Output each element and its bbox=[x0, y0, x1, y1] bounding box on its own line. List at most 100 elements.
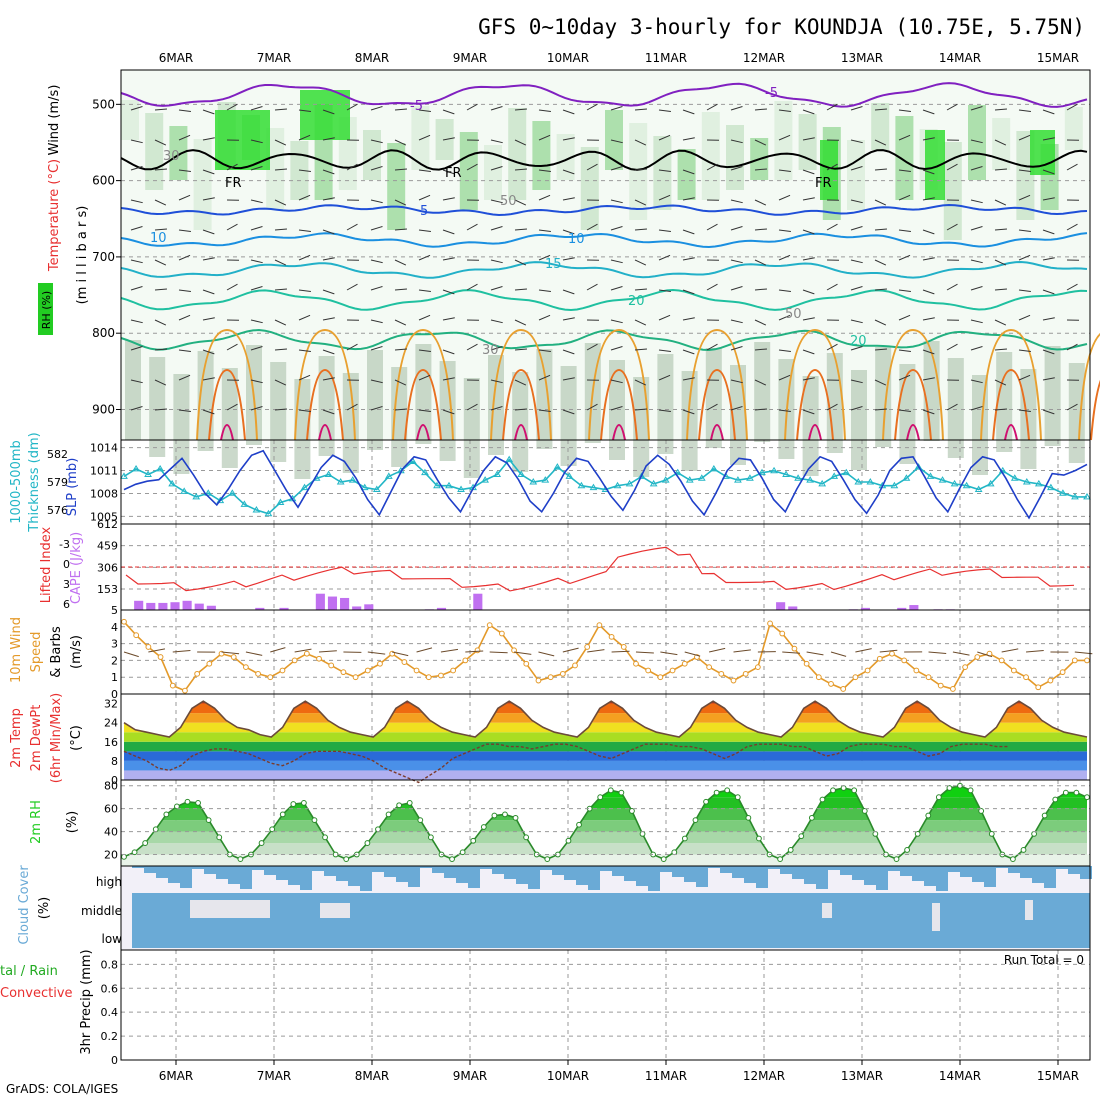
rh-band bbox=[124, 820, 1087, 832]
wind-barb bbox=[802, 197, 815, 201]
temp-tick-label: 0 bbox=[111, 774, 118, 787]
wind-barb bbox=[154, 408, 167, 411]
rh-line-point bbox=[872, 830, 879, 837]
contour-label: 10 bbox=[568, 232, 585, 247]
rh-shade-high bbox=[925, 130, 945, 200]
wind-barb bbox=[298, 169, 311, 172]
rh-line-point bbox=[385, 811, 392, 818]
wind-barb bbox=[850, 106, 863, 111]
wind-barb bbox=[298, 194, 311, 201]
rh-band bbox=[124, 843, 1087, 855]
wind-barb bbox=[1042, 169, 1055, 175]
rh-shade-low bbox=[705, 348, 722, 448]
wind-barb bbox=[1066, 163, 1078, 171]
wind-barb bbox=[658, 289, 671, 292]
wind-barb bbox=[394, 259, 407, 266]
temp-contour-35 bbox=[710, 424, 724, 441]
wind-barb bbox=[658, 374, 671, 381]
temp-contour-35 bbox=[220, 424, 234, 441]
temp-contour-25 bbox=[392, 328, 454, 441]
wind-barb bbox=[154, 139, 167, 146]
wind-barb bbox=[370, 226, 383, 231]
cloud-high-block bbox=[732, 866, 744, 878]
thickness-line-point bbox=[1083, 492, 1091, 500]
wind-barb bbox=[154, 168, 167, 171]
wind-barb bbox=[682, 317, 695, 321]
cape-tick-label: 612 bbox=[97, 518, 118, 531]
wind-barb bbox=[802, 257, 815, 261]
chart-title: GFS 0~10day 3-hourly for KOUNDJA (10.75E… bbox=[478, 15, 1085, 39]
wind-speed-line-point bbox=[584, 644, 591, 650]
rh-line-point bbox=[692, 817, 699, 824]
wind-barb bbox=[730, 319, 743, 324]
wind-barb bbox=[274, 288, 287, 291]
wind-barb bbox=[778, 374, 791, 381]
wind-barb bbox=[1042, 257, 1055, 261]
rh-line-point bbox=[734, 794, 741, 801]
wind-barb bbox=[874, 288, 887, 291]
rh-line-point bbox=[152, 826, 159, 833]
cloud-high-block bbox=[432, 866, 444, 873]
wind-barb bbox=[850, 379, 863, 384]
wind-speed-line-point bbox=[1059, 669, 1066, 676]
cloud-high-block bbox=[888, 866, 900, 871]
bottom-date-label: 7MAR bbox=[257, 1069, 292, 1083]
temp-legend: Temperature (°C) bbox=[47, 159, 62, 272]
wind-barb bbox=[658, 314, 671, 321]
thickness-line-point bbox=[433, 481, 441, 489]
wind-speed-line-point bbox=[754, 664, 761, 671]
slp-tick-label: 1008 bbox=[90, 487, 118, 500]
thickness-tick-label: 576 bbox=[47, 504, 68, 517]
wind-barb bbox=[370, 259, 383, 264]
wind-barb bbox=[658, 169, 671, 172]
cloud-high-block bbox=[876, 866, 888, 890]
surface-wind-barb bbox=[514, 651, 532, 655]
wind-barb bbox=[178, 194, 191, 201]
cloud-high-block bbox=[972, 866, 984, 882]
wind-barb bbox=[730, 139, 743, 144]
surface-wind-barb bbox=[392, 651, 409, 657]
thickness-line-point bbox=[697, 474, 706, 481]
temp-contour-35 bbox=[514, 424, 528, 441]
wind-barb bbox=[1042, 197, 1055, 201]
cloud-high-block bbox=[948, 866, 960, 872]
rh-shade-low bbox=[754, 342, 771, 442]
wind-barb bbox=[682, 349, 695, 355]
cape-bar bbox=[473, 593, 483, 610]
top-date-label: 7MAR bbox=[257, 51, 292, 65]
wind-barb bbox=[1042, 229, 1055, 235]
rh-shade-low bbox=[415, 344, 432, 444]
thickness-line-point bbox=[830, 472, 839, 479]
wind-speed-line-point bbox=[133, 632, 140, 639]
rh-line-point bbox=[258, 840, 265, 846]
temp-label-c: (6hr Min/Max) bbox=[49, 693, 64, 783]
surface-wind-barb bbox=[221, 651, 240, 655]
wind-barb bbox=[322, 169, 335, 175]
thickness-line-point bbox=[228, 489, 237, 496]
rh-line-point bbox=[142, 840, 149, 846]
wind-barb bbox=[178, 169, 191, 172]
wind-speed-line-point bbox=[718, 670, 725, 677]
wind-unit: (m/s) bbox=[69, 635, 84, 669]
rh-shade bbox=[508, 108, 527, 200]
rh-line-point bbox=[808, 814, 815, 821]
wind-barb bbox=[706, 163, 718, 171]
wind-barb bbox=[730, 199, 743, 204]
contour-label: FR bbox=[445, 166, 462, 181]
wind-barb bbox=[322, 377, 335, 381]
cloud-high-block bbox=[156, 866, 168, 878]
wind-barb bbox=[1066, 283, 1078, 291]
rh-line-point bbox=[195, 800, 201, 806]
slp-tick-label: 1011 bbox=[90, 465, 118, 478]
wind-barb bbox=[562, 409, 575, 415]
wind-barb bbox=[274, 259, 287, 266]
cloud-high-block bbox=[1068, 866, 1080, 874]
wind-barb bbox=[706, 223, 718, 231]
wind-barb bbox=[466, 223, 478, 231]
rh-shade-low bbox=[923, 341, 940, 441]
wind-speed-line-point bbox=[267, 674, 274, 681]
wind-barb bbox=[514, 348, 527, 351]
wind-barb bbox=[586, 283, 598, 291]
wind-barb bbox=[970, 286, 983, 291]
wind-barb bbox=[946, 283, 958, 291]
